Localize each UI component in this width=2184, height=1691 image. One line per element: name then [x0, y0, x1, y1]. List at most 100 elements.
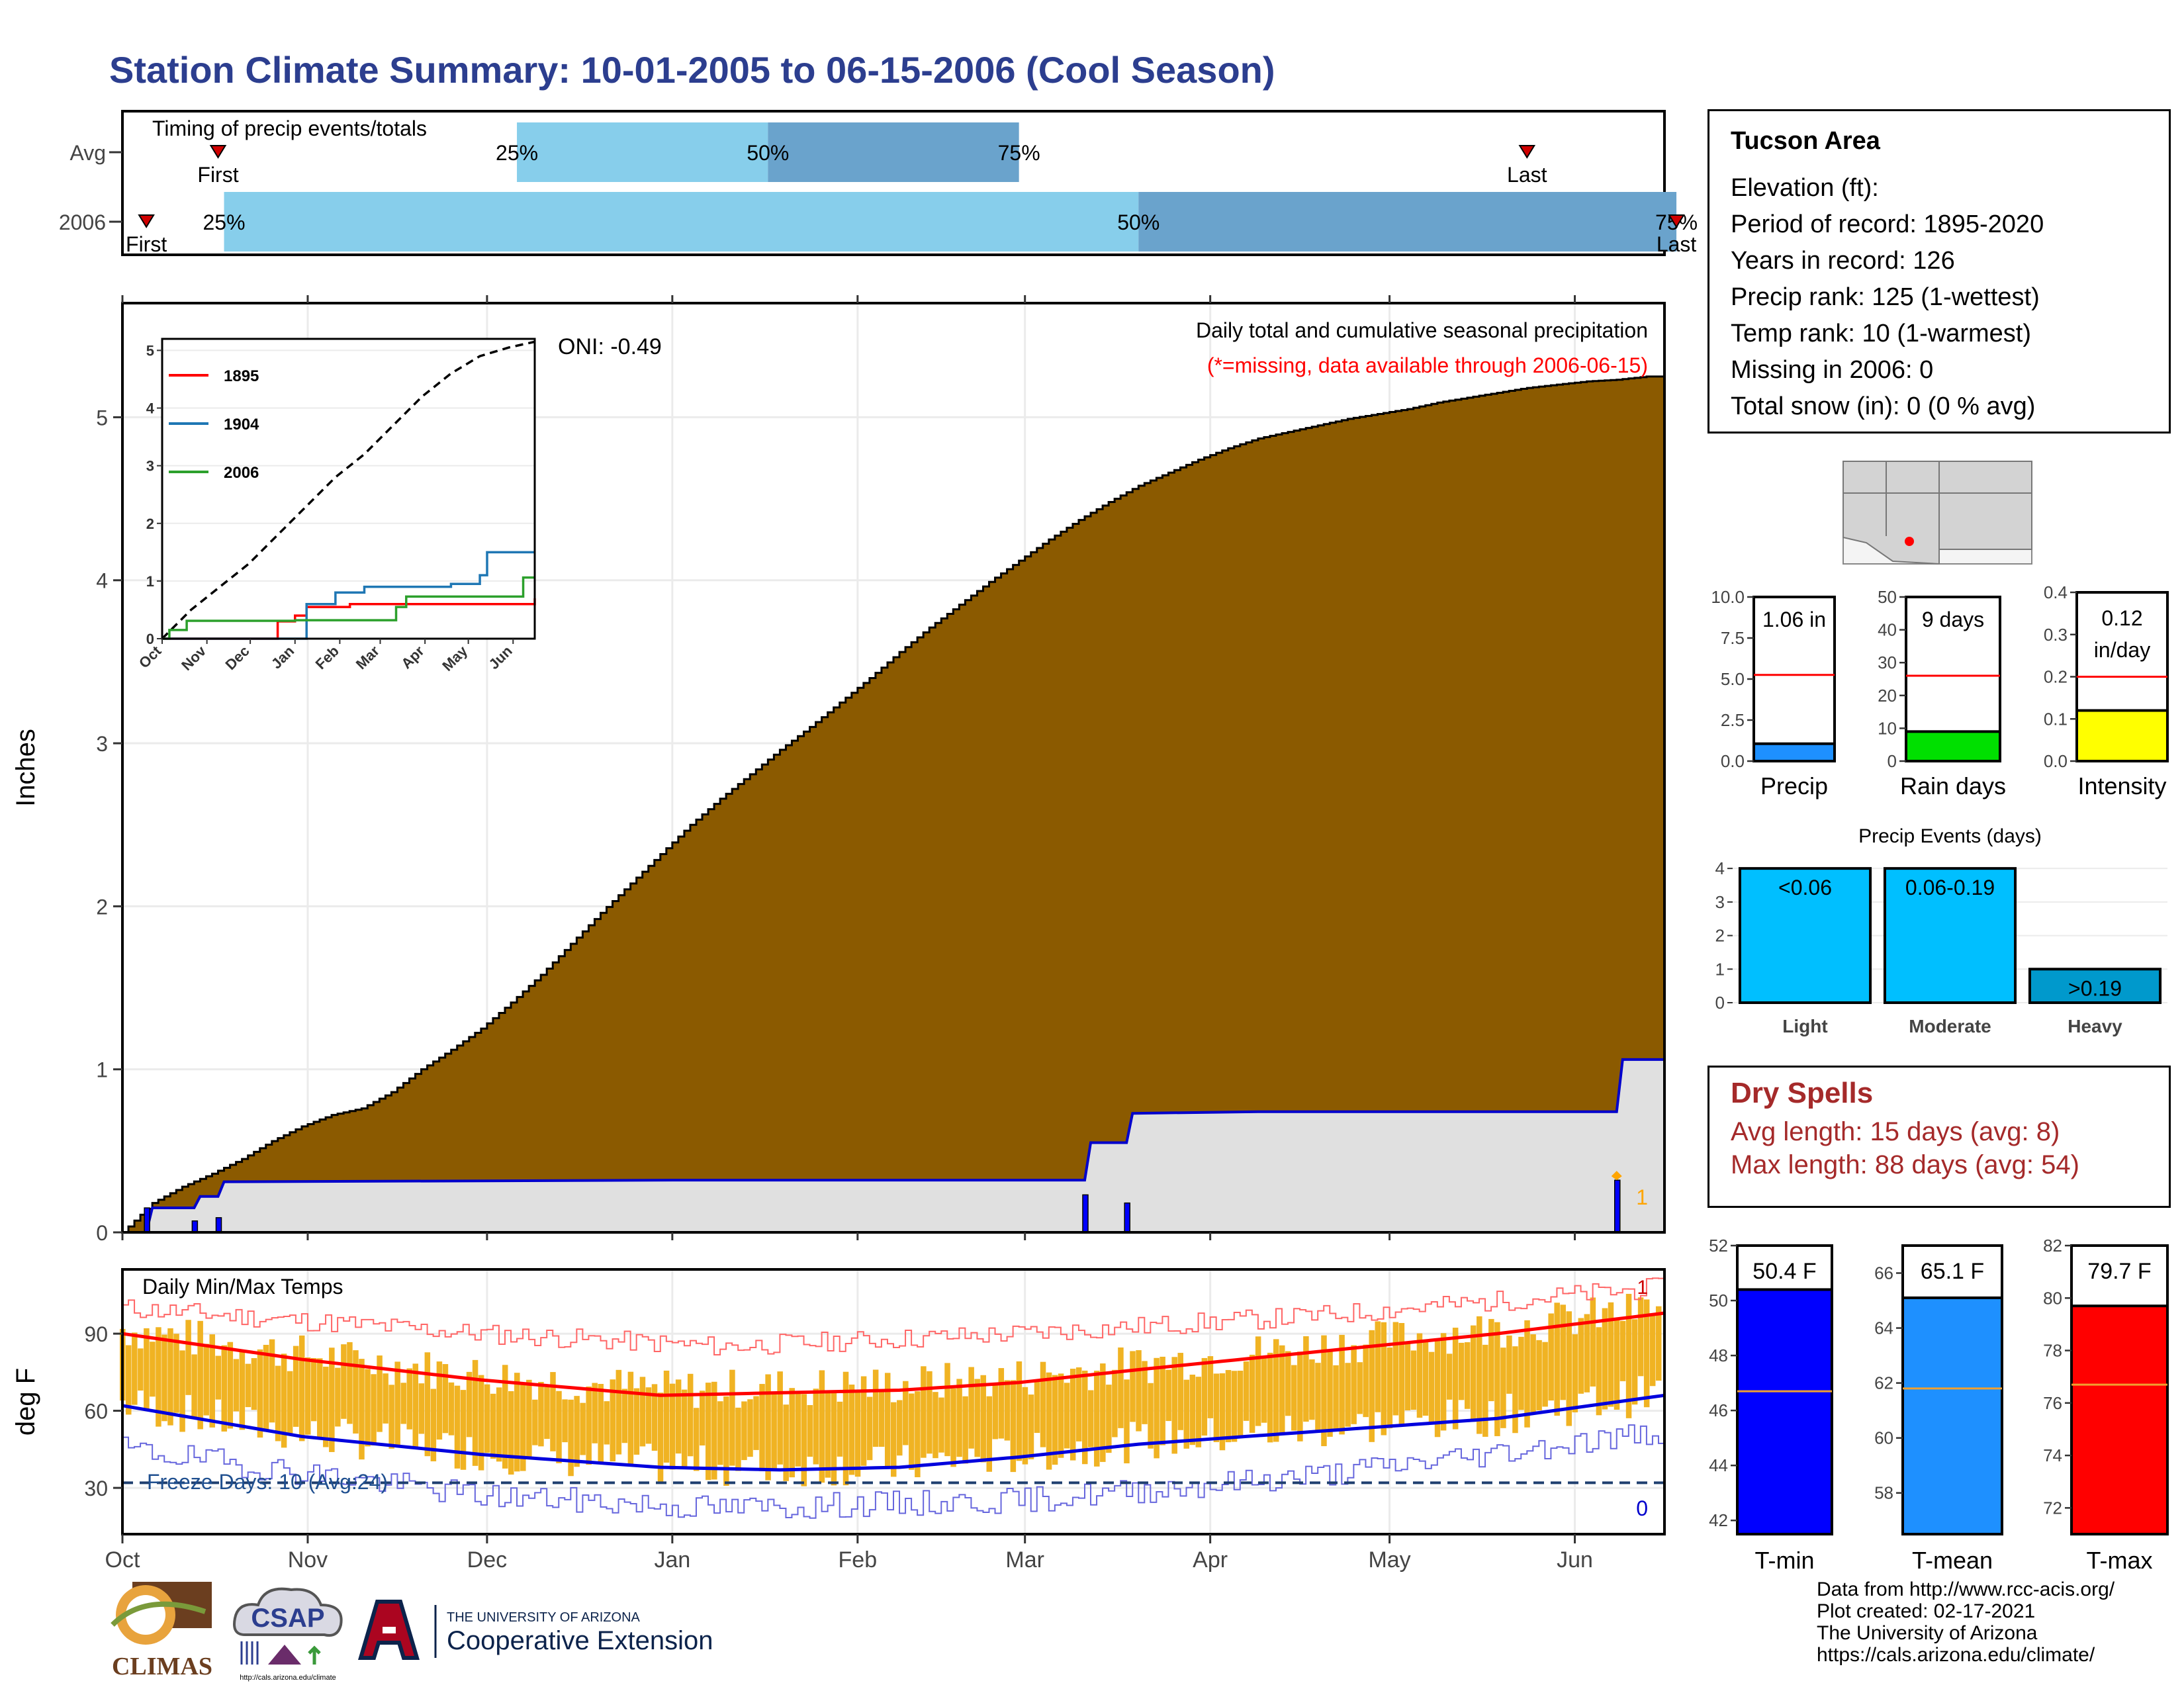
events-bar — [1883, 867, 2017, 1004]
daily-temp-bar — [1554, 1303, 1560, 1416]
daily-temp-bar — [406, 1368, 412, 1430]
precip-annotation-missing: (*=missing, data available through 2006-… — [1207, 353, 1648, 377]
daily-temp-bar — [400, 1383, 406, 1424]
daily-temp-bar — [304, 1357, 311, 1435]
temp-summary-t-mean-ytick-label: 66 — [1874, 1263, 1893, 1283]
daily-temp-bar — [968, 1367, 974, 1449]
page-title: Station Climate Summary: 10-01-2005 to 0… — [109, 49, 1275, 91]
inset-ytick-label: 0 — [146, 631, 154, 647]
ua-big-text: Cooperative Extension — [447, 1626, 713, 1655]
daily-temp-bar — [1028, 1394, 1034, 1459]
daily-temp-bar — [1016, 1361, 1023, 1461]
timing-p25-label: 25% — [203, 210, 246, 234]
precip-total-ytick-label: 0.0 — [1721, 751, 1745, 771]
freeze-days-label: Freeze Days: 10 (Avg:24) — [147, 1470, 388, 1494]
daily-temp-bar — [1213, 1373, 1220, 1442]
oni-label: ONI: -0.49 — [558, 334, 662, 359]
season-cumulative-area — [122, 1059, 1664, 1232]
daily-temp-bar — [227, 1342, 234, 1429]
daily-temp-bar — [1315, 1363, 1321, 1431]
daily-temp-bar — [1357, 1362, 1363, 1414]
temp-summary-t-mean-ytick-label: 62 — [1874, 1373, 1893, 1393]
daily-temp-bar — [801, 1394, 807, 1486]
temp-summary-t-max-ytick-label: 78 — [2043, 1341, 2062, 1361]
precip-event-count: 1 — [1636, 1185, 1648, 1209]
temp-summary-t-max: 72 74 76 78 80 82 79.7 F T-max — [2043, 1236, 2169, 1574]
daily-temp-bar — [1165, 1369, 1171, 1422]
daily-temp-bar — [209, 1334, 215, 1428]
precip-total-ytick-label: 7.5 — [1721, 628, 1745, 648]
daily-temp-bar — [1446, 1353, 1453, 1400]
daily-temp-bar — [1022, 1387, 1028, 1465]
daily-temp-bar — [1004, 1380, 1011, 1441]
daily-temp-bar — [1602, 1308, 1608, 1410]
inset-ytick-label: 3 — [146, 458, 154, 475]
precip-panel-frame — [121, 302, 1666, 1234]
daily-temp-bar — [520, 1382, 526, 1471]
events-category-label: Moderate — [1909, 1016, 1991, 1036]
daily-temp-bar — [759, 1384, 765, 1471]
info-period: Period of record: 1895-2020 — [1731, 210, 2044, 238]
intensity-ytick-label: 0.1 — [2044, 709, 2068, 729]
daily-temp-bar — [1494, 1322, 1500, 1436]
temp-ytick-label: 30 — [84, 1477, 108, 1500]
daily-temp-bar — [544, 1387, 550, 1440]
daily-temp-bar — [1619, 1320, 1626, 1381]
daily-temp-bar — [1148, 1383, 1154, 1449]
daily-temp-bar — [1333, 1365, 1339, 1430]
daily-temp-bar — [627, 1371, 634, 1467]
temp-summary-t-min-ytick-label: 44 — [1709, 1455, 1728, 1475]
footer-university: The University of Arizona — [1817, 1622, 2038, 1644]
daily-temp-bar — [347, 1342, 353, 1424]
avg-max-line — [122, 1311, 1665, 1397]
daily-temp-bar — [992, 1384, 999, 1440]
temp-summary-t-mean: 58 60 62 64 66 65.1 F T-mean — [1874, 1244, 2003, 1574]
daily-temp-bar — [478, 1375, 484, 1471]
daily-temp-bar — [765, 1374, 771, 1481]
events-bar-label: 0.06-0.19 — [1905, 876, 1995, 899]
events-bar-label: >0.19 — [2068, 976, 2122, 1000]
daily-temp-bar — [1590, 1297, 1596, 1387]
daily-temp-bar — [1075, 1367, 1082, 1441]
daily-temp-bar — [1471, 1325, 1477, 1422]
daily-temp-bar — [980, 1375, 986, 1463]
daily-temp-bar — [1100, 1363, 1106, 1462]
dry-spells-max: Max length: 88 days (avg: 54) — [1731, 1150, 2079, 1179]
avg-min-line — [122, 1393, 1665, 1472]
daily-temp-bar — [502, 1365, 508, 1469]
record-low-count: 0 — [1636, 1496, 1648, 1520]
daily-temp-bar — [717, 1401, 723, 1465]
daily-temp-bar — [514, 1373, 520, 1472]
daily-temp-bar — [245, 1363, 251, 1408]
daily-temp-bar — [950, 1388, 956, 1467]
temp-summary-t-mean-value-label: 65.1 F — [1921, 1259, 1984, 1284]
inset-series-line — [162, 551, 535, 640]
daily-temp-bar — [1094, 1371, 1100, 1467]
daily-precip-bar — [1082, 1194, 1089, 1233]
temp-summary-t-max-value-label: 79.7 F — [2087, 1259, 2151, 1284]
daily-temp-bar — [795, 1391, 801, 1467]
daily-temp-bar — [1154, 1357, 1160, 1459]
daily-temp-bar — [986, 1396, 992, 1472]
daily-temp-bar — [263, 1344, 269, 1432]
daily-temp-bar — [1464, 1342, 1471, 1409]
daily-temp-bar — [359, 1359, 365, 1460]
daily-temp-bar — [813, 1389, 819, 1465]
temp-summary-t-min-value-bar — [1736, 1288, 1833, 1535]
daily-temp-bar — [789, 1388, 795, 1478]
daily-temp-bar — [831, 1391, 837, 1486]
events-bar — [1738, 867, 1872, 1004]
daily-temp-bar — [848, 1385, 855, 1475]
daily-temp-bar — [657, 1393, 664, 1483]
temp-summary-t-max-ytick-label: 80 — [2043, 1288, 2062, 1308]
daily-temp-bar — [884, 1373, 891, 1469]
daily-temp-bar — [1351, 1345, 1357, 1424]
daily-temp-bar — [574, 1396, 580, 1467]
temp-summary-t-mean-value-bar — [1901, 1296, 2003, 1536]
daily-temp-bar — [1189, 1375, 1196, 1445]
daily-temp-bar — [1267, 1352, 1273, 1443]
daily-precip-bar — [191, 1220, 199, 1233]
daily-temp-bar — [424, 1352, 431, 1457]
footer-created: Plot created: 02-17-2021 — [1817, 1600, 2036, 1622]
temp-summary-t-mean-ytick-label: 64 — [1874, 1318, 1893, 1338]
